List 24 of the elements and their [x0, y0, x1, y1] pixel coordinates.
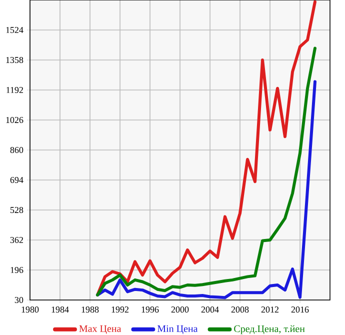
y-tick-label: 1524: [6, 26, 24, 34]
legend-label: Max Цена: [79, 325, 122, 334]
y-tick-label: 528: [10, 206, 24, 214]
y-tick-label: 196: [10, 266, 24, 274]
y-tick-label: 362: [10, 236, 23, 244]
x-tick-label: 2012: [261, 306, 279, 313]
x-tick-label: 2000: [171, 306, 189, 313]
x-tick-label: 2004: [201, 306, 219, 313]
y-tick-label: 860: [10, 146, 24, 154]
x-tick-label: 2008: [231, 306, 249, 313]
line-series: [96, 0, 317, 296]
y-tick-label: 30: [14, 296, 24, 304]
x-tick-label: 1980: [22, 306, 39, 313]
x-tick-label: 1996: [142, 306, 159, 313]
x-tick-label: 1992: [112, 306, 128, 313]
legend-label: Сред.Цена, т.йен: [234, 325, 305, 334]
y-tick-label: 1358: [6, 56, 24, 64]
x-tick-label: 2016: [291, 306, 309, 313]
legend-label: Min Цена: [157, 325, 198, 334]
y-tick-label: 1026: [6, 116, 24, 124]
x-tick-label: 1988: [82, 306, 99, 313]
x-tick-label: 1984: [52, 306, 69, 313]
y-tick-label: 694: [10, 176, 24, 184]
y-tick-label: 1192: [6, 86, 23, 94]
